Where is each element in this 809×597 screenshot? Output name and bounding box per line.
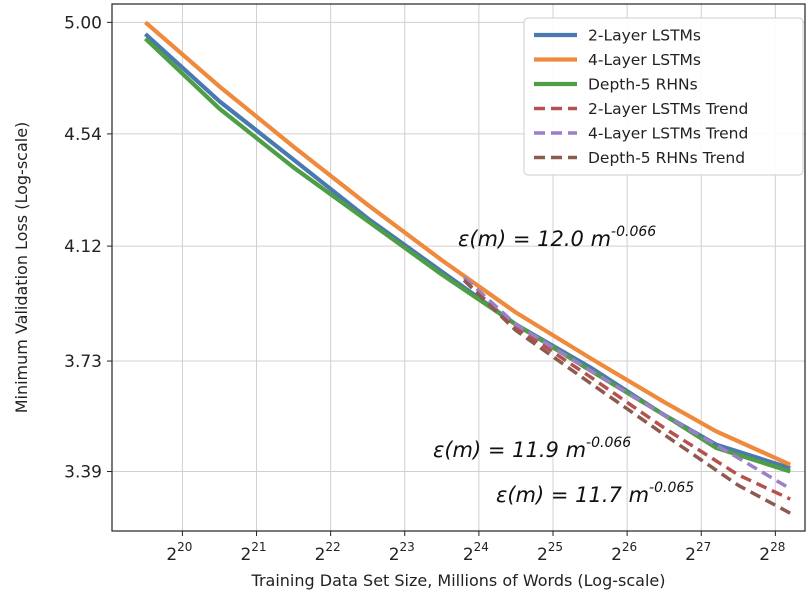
y-axis-label: Minimum Validation Loss (Log-scale) — [12, 122, 31, 414]
legend-label: 4-Layer LSTMs Trend — [588, 125, 748, 143]
legend: 2-Layer LSTMs 4-Layer LSTMs Depth-5 RHNs 2-… — [524, 18, 803, 175]
legend-label: Depth-5 RHNs — [588, 76, 698, 94]
legend-label: 2-Layer LSTMs Trend — [588, 100, 748, 118]
y-tick-label: 5.00 — [64, 13, 102, 33]
legend-label: 2-Layer LSTMs — [588, 27, 701, 45]
y-tick-label: 3.39 — [64, 463, 102, 483]
y-tick-label: 3.73 — [64, 352, 102, 372]
y-tick-label: 4.12 — [64, 237, 102, 257]
legend-label: 4-Layer LSTMs — [588, 51, 701, 69]
legend-label: Depth-5 RHNs Trend — [588, 149, 745, 167]
y-tick-label: 4.54 — [64, 125, 102, 145]
x-axis-label: Training Data Set Size, Millions of Word… — [251, 571, 666, 590]
